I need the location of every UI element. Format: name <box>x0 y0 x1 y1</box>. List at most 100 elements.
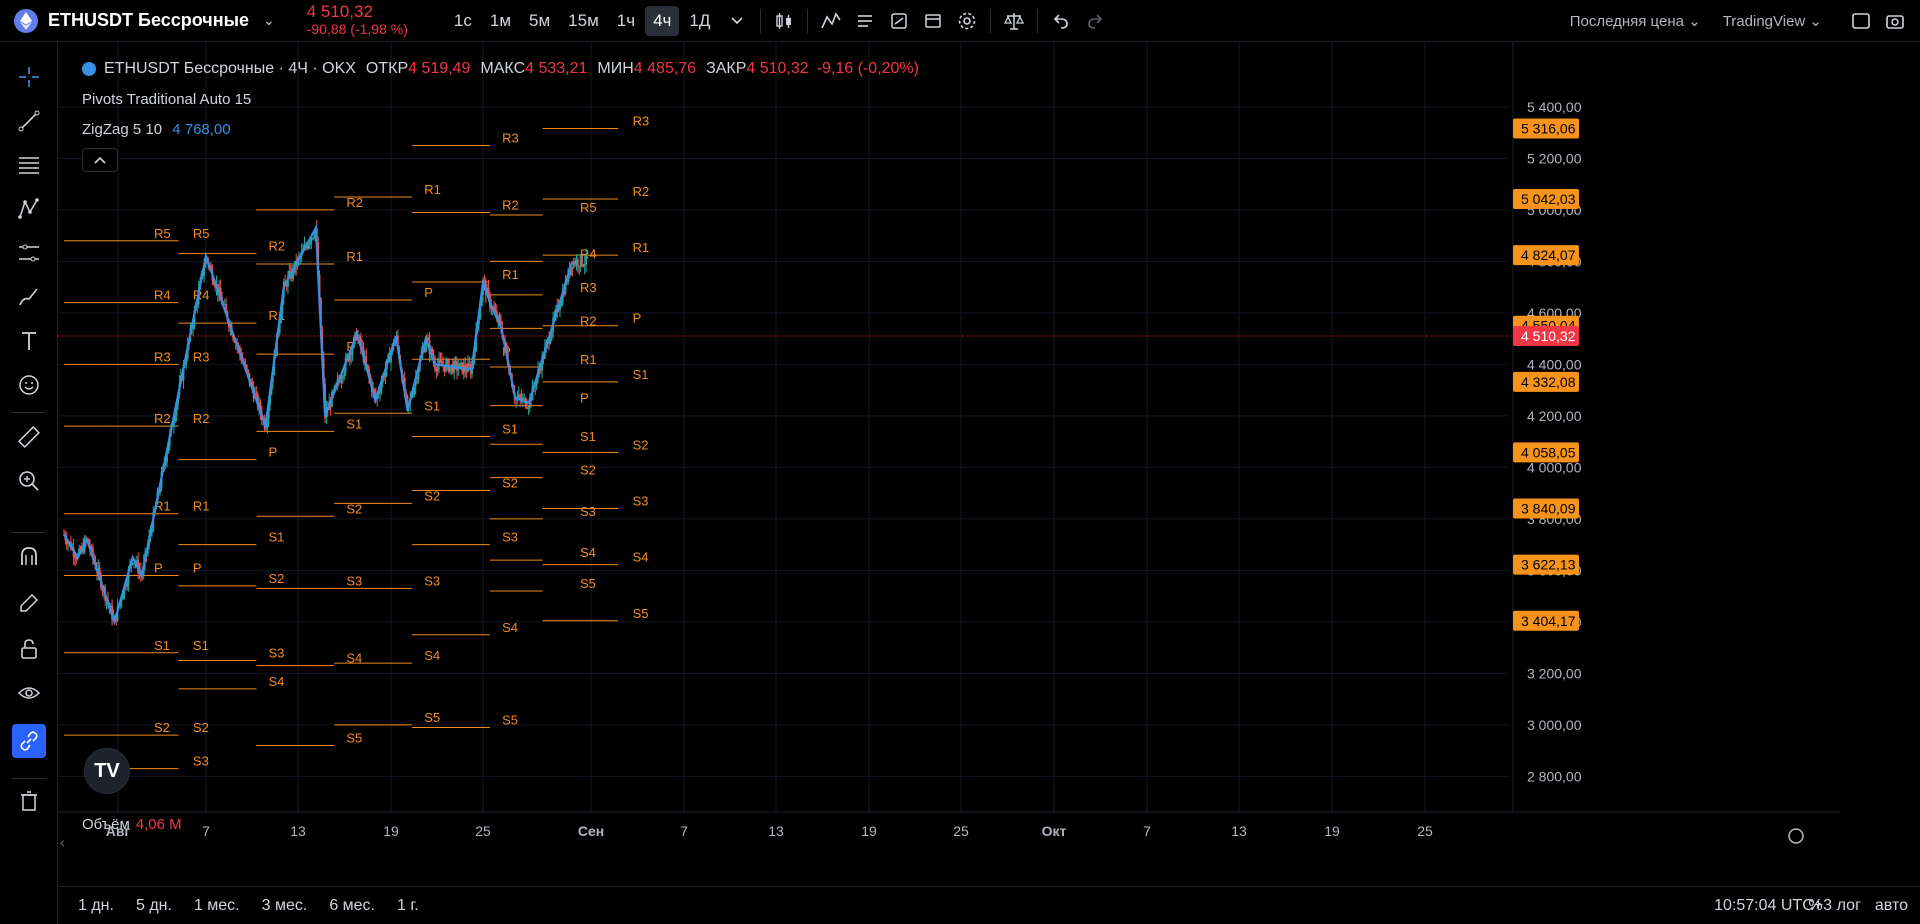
templates-icon[interactable] <box>848 4 882 38</box>
clock[interactable]: 10:57:04 UTC+3 <box>1714 896 1832 914</box>
candle <box>582 265 585 267</box>
timeframe-dropdown-icon[interactable] <box>720 4 754 38</box>
percent-toggle[interactable]: % <box>1808 896 1823 914</box>
candle <box>339 380 342 383</box>
candle <box>423 349 425 352</box>
candle-type-icon[interactable] <box>767 4 801 38</box>
candle <box>576 259 579 267</box>
range-1d[interactable]: 1 дн. <box>78 896 114 914</box>
compare-scale-icon[interactable] <box>997 4 1031 38</box>
redo-icon[interactable] <box>1078 4 1112 38</box>
text-icon[interactable] <box>14 326 44 356</box>
pivot-label: R1 <box>346 249 363 264</box>
range-3m[interactable]: 3 мес. <box>261 896 308 914</box>
time-tick-label: 19 <box>383 823 399 839</box>
pivot-label: R1 <box>193 499 210 514</box>
pivot-label: S4 <box>269 674 285 689</box>
pivot-label: S3 <box>633 494 649 509</box>
price-marker <box>1513 442 1579 463</box>
fullscreen-icon[interactable] <box>1844 4 1878 38</box>
candle <box>219 287 222 298</box>
candle <box>579 255 582 267</box>
range-1m[interactable]: 1 мес. <box>193 896 240 914</box>
timeframe-1d[interactable]: 1Д <box>689 10 711 30</box>
drawing-mode-lock-icon[interactable] <box>14 588 44 618</box>
pivot-label: S1 <box>580 429 596 444</box>
indicators-icon[interactable] <box>814 4 848 38</box>
range-1y[interactable]: 1 г. <box>397 896 419 914</box>
candle <box>446 360 449 363</box>
alert-icon[interactable] <box>882 4 916 38</box>
trash-icon[interactable] <box>14 786 44 816</box>
high-label: МАКС <box>480 60 526 77</box>
candle <box>417 370 420 380</box>
chevron-down-icon[interactable]: ⌄ <box>262 12 275 28</box>
pivot-label: R4 <box>580 246 597 261</box>
trend-line-icon[interactable] <box>14 106 44 136</box>
candle <box>244 364 247 366</box>
price-marker <box>1513 118 1579 139</box>
candle <box>269 394 271 406</box>
timeframe-1s[interactable]: 1с <box>453 10 472 30</box>
candle <box>348 353 351 361</box>
symbol-search[interactable]: ETHUSDT Бессрочные ⌄ <box>0 0 275 42</box>
candle <box>174 415 177 421</box>
candle <box>365 356 368 365</box>
candle <box>467 363 469 372</box>
time-tick-label: Сен <box>578 823 604 839</box>
timeframe-1h[interactable]: 1ч <box>616 10 636 30</box>
zigzag-indicator[interactable]: ZigZag 5 10 4 768,00 <box>82 121 231 138</box>
brush-icon[interactable] <box>14 282 44 312</box>
volume-name: Объём <box>82 816 130 833</box>
candle <box>124 584 127 587</box>
price-marker-label: 4 332,08 <box>1521 374 1576 390</box>
pivots-indicator[interactable]: Pivots Traditional Auto 15 <box>82 91 252 108</box>
range-5d[interactable]: 5 дн. <box>135 896 172 914</box>
link-icon[interactable] <box>12 724 46 758</box>
price-type-dropdown[interactable]: Последняя цена ⌄ <box>1569 13 1701 30</box>
candle <box>245 365 248 370</box>
lock-icon[interactable] <box>14 634 44 664</box>
collapse-legend-button[interactable] <box>82 148 118 172</box>
candle <box>225 304 228 312</box>
timeframe-4h[interactable]: 4ч <box>645 5 680 36</box>
undo-icon[interactable] <box>1044 4 1078 38</box>
candle <box>571 267 574 269</box>
candle <box>310 238 313 244</box>
pivot-label: S2 <box>346 501 362 516</box>
price-change: -90,88 (-1,98 %) <box>306 21 408 38</box>
candle <box>424 343 427 352</box>
range-6m[interactable]: 6 мес. <box>329 896 375 914</box>
timeframe-15m[interactable]: 15м <box>568 10 599 30</box>
pivot-label: R1 <box>580 352 597 367</box>
timeframe-1m[interactable]: 1м <box>489 10 512 30</box>
volume-indicator[interactable]: Объём 4,06 M <box>82 816 182 833</box>
zoom-icon[interactable] <box>14 466 44 496</box>
log-toggle[interactable]: лог <box>1836 896 1861 914</box>
replay-icon[interactable] <box>916 4 950 38</box>
price-chart[interactable]: R5 R4 R3 R2 R1 P S1 S2 R5 R4 R3 R2 R1 P S1 S2 S3 R2 R1 P S1 S… <box>58 42 1840 846</box>
time-tick-label: 7 <box>1143 823 1151 839</box>
settings-gear-icon[interactable] <box>950 4 984 38</box>
snapshot-icon[interactable] <box>1878 4 1912 38</box>
pivot-label: R2 <box>193 411 210 426</box>
candle <box>468 363 471 367</box>
tradingview-logo[interactable]: TV <box>84 748 130 794</box>
time-tick-label: 19 <box>1324 823 1340 839</box>
fib-retracement-icon[interactable] <box>14 150 44 180</box>
crosshair-icon[interactable] <box>14 62 44 92</box>
pivot-label: S1 <box>269 530 285 545</box>
candle <box>535 377 538 387</box>
brand-dropdown[interactable]: TradingView ⌄ <box>1722 13 1822 30</box>
eye-icon[interactable] <box>14 678 44 708</box>
axis-settings-icon[interactable] <box>1788 828 1804 844</box>
ruler-icon[interactable] <box>14 422 44 452</box>
forecast-icon[interactable] <box>14 238 44 268</box>
emoji-icon[interactable] <box>14 370 44 400</box>
pattern-icon[interactable] <box>14 194 44 224</box>
timeframe-5m[interactable]: 5м <box>529 10 551 30</box>
auto-toggle[interactable]: авто <box>1874 896 1908 914</box>
price-tick-label: 5 400,00 <box>1527 99 1582 115</box>
collapse-sidebar-icon[interactable]: ‹ <box>60 834 65 850</box>
magnet-icon[interactable] <box>14 542 44 572</box>
